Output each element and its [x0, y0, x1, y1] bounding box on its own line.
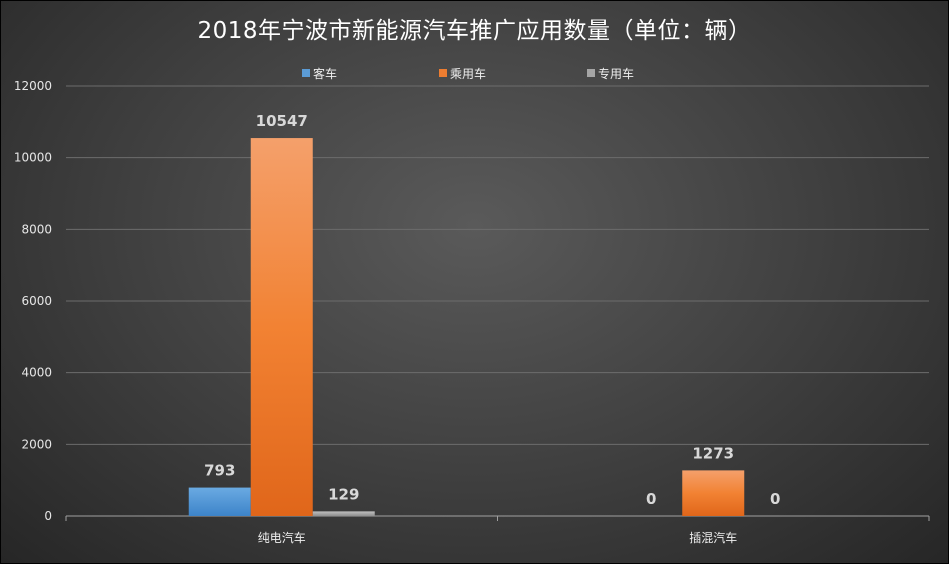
chart-title: 2018年宁波市新能源汽车推广应用数量（单位：辆） — [197, 18, 752, 44]
x-tick-label: 插混汽车 — [689, 530, 737, 545]
data-label: 0 — [770, 490, 780, 508]
data-label: 10547 — [256, 112, 308, 130]
y-tick-label: 2000 — [21, 437, 52, 451]
data-label: 1273 — [692, 444, 734, 462]
gridlines — [66, 85, 929, 445]
legend-swatch — [439, 69, 447, 77]
legend-label: 客车 — [313, 66, 337, 81]
data-label: 793 — [204, 462, 235, 480]
bars — [188, 138, 745, 516]
legend-label: 专用车 — [598, 66, 634, 81]
y-tick-label: 6000 — [21, 294, 52, 308]
bar — [312, 511, 375, 516]
bar — [682, 470, 745, 516]
legend-label: 乘用车 — [450, 66, 486, 81]
data-label: 0 — [646, 490, 656, 508]
y-tick-label: 10000 — [14, 151, 52, 165]
y-tick-label: 12000 — [14, 79, 52, 93]
data-label: 129 — [328, 485, 359, 503]
bar — [250, 138, 313, 516]
y-tick-label: 4000 — [21, 366, 52, 380]
x-tick-label: 纯电汽车 — [258, 530, 306, 545]
axes: 0 2000 4000 6000 8000 10000 12000 纯电汽车 插混汽车 — [14, 79, 930, 545]
legend: 客车 乘用车 专用车 — [302, 66, 634, 81]
legend-swatch — [302, 69, 310, 77]
y-tick-label: 8000 — [21, 222, 52, 236]
data-labels: 793 0 10547 1273 129 0 — [204, 112, 780, 508]
y-tick-label: 0 — [44, 509, 52, 523]
bar — [188, 487, 251, 516]
legend-swatch — [587, 69, 595, 77]
